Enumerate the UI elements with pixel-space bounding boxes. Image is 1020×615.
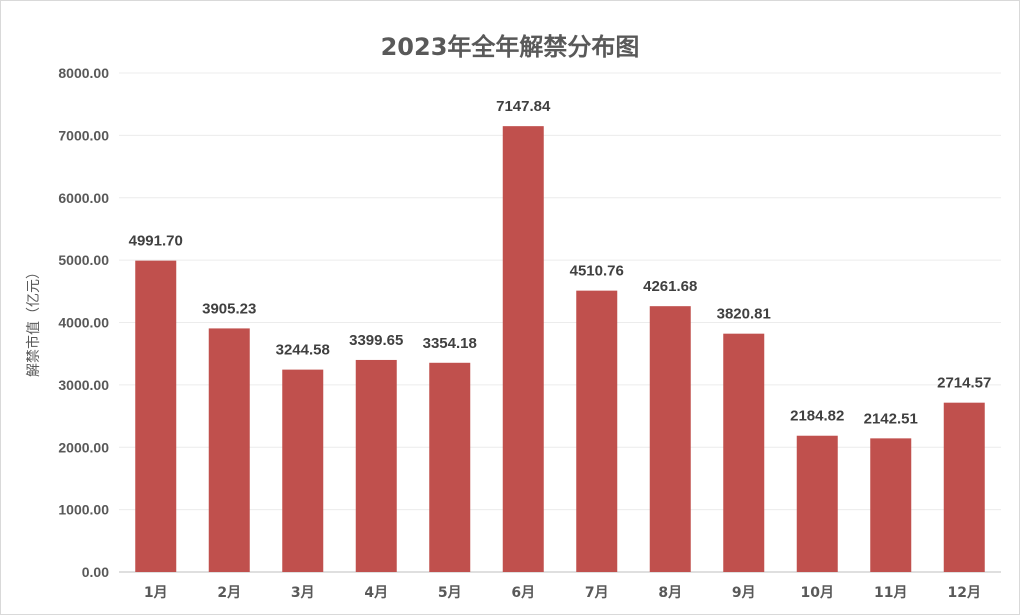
x-tick-label: 10月 xyxy=(801,585,834,601)
data-label: 4510.76 xyxy=(570,263,624,280)
bar xyxy=(355,359,397,572)
data-label: 3820.81 xyxy=(717,306,771,323)
x-tick-label: 8月 xyxy=(658,585,682,601)
bar xyxy=(796,435,838,572)
x-tick-label: 6月 xyxy=(511,585,535,601)
bar xyxy=(135,260,177,572)
data-label: 2142.51 xyxy=(864,410,918,427)
x-tick-label: 4月 xyxy=(364,585,388,601)
x-tick-label: 7月 xyxy=(585,585,609,601)
x-tick-label: 3月 xyxy=(291,585,315,601)
x-tick-label: 2月 xyxy=(217,585,241,601)
bar xyxy=(943,402,985,572)
x-tick-label: 11月 xyxy=(874,585,907,601)
data-label: 2184.82 xyxy=(790,408,844,425)
data-label: 4991.70 xyxy=(129,233,183,250)
bar xyxy=(870,438,912,572)
bar xyxy=(576,290,618,572)
y-tick-label: 5000.00 xyxy=(58,252,109,268)
data-label: 3244.58 xyxy=(276,342,330,359)
y-tick-label: 7000.00 xyxy=(58,127,109,143)
y-tick-label: 0.00 xyxy=(82,564,109,580)
y-tick-label: 1000.00 xyxy=(58,502,109,518)
data-label: 2714.57 xyxy=(937,375,991,392)
y-tick-label: 6000.00 xyxy=(58,190,109,206)
x-tick-label: 9月 xyxy=(732,585,756,601)
bar xyxy=(282,369,324,572)
data-label: 3354.18 xyxy=(423,335,477,352)
chart-title: 2023年全年解禁分布图 xyxy=(380,33,640,61)
data-label: 3399.65 xyxy=(349,332,403,349)
y-tick-label: 3000.00 xyxy=(58,377,109,393)
bar xyxy=(429,362,471,572)
y-tick-label: 4000.00 xyxy=(58,315,109,331)
bar xyxy=(723,333,765,572)
x-tick-label: 1月 xyxy=(144,585,168,601)
data-label: 3905.23 xyxy=(202,300,256,317)
bar xyxy=(502,126,544,573)
bar xyxy=(208,328,250,572)
y-tick-label: 8000.00 xyxy=(58,65,109,81)
data-label: 7147.84 xyxy=(496,98,551,115)
x-tick-label: 5月 xyxy=(438,585,462,601)
y-tick-label: 2000.00 xyxy=(58,439,109,455)
data-label: 4261.68 xyxy=(643,278,697,295)
bar xyxy=(649,306,691,572)
x-tick-label: 12月 xyxy=(948,585,981,601)
